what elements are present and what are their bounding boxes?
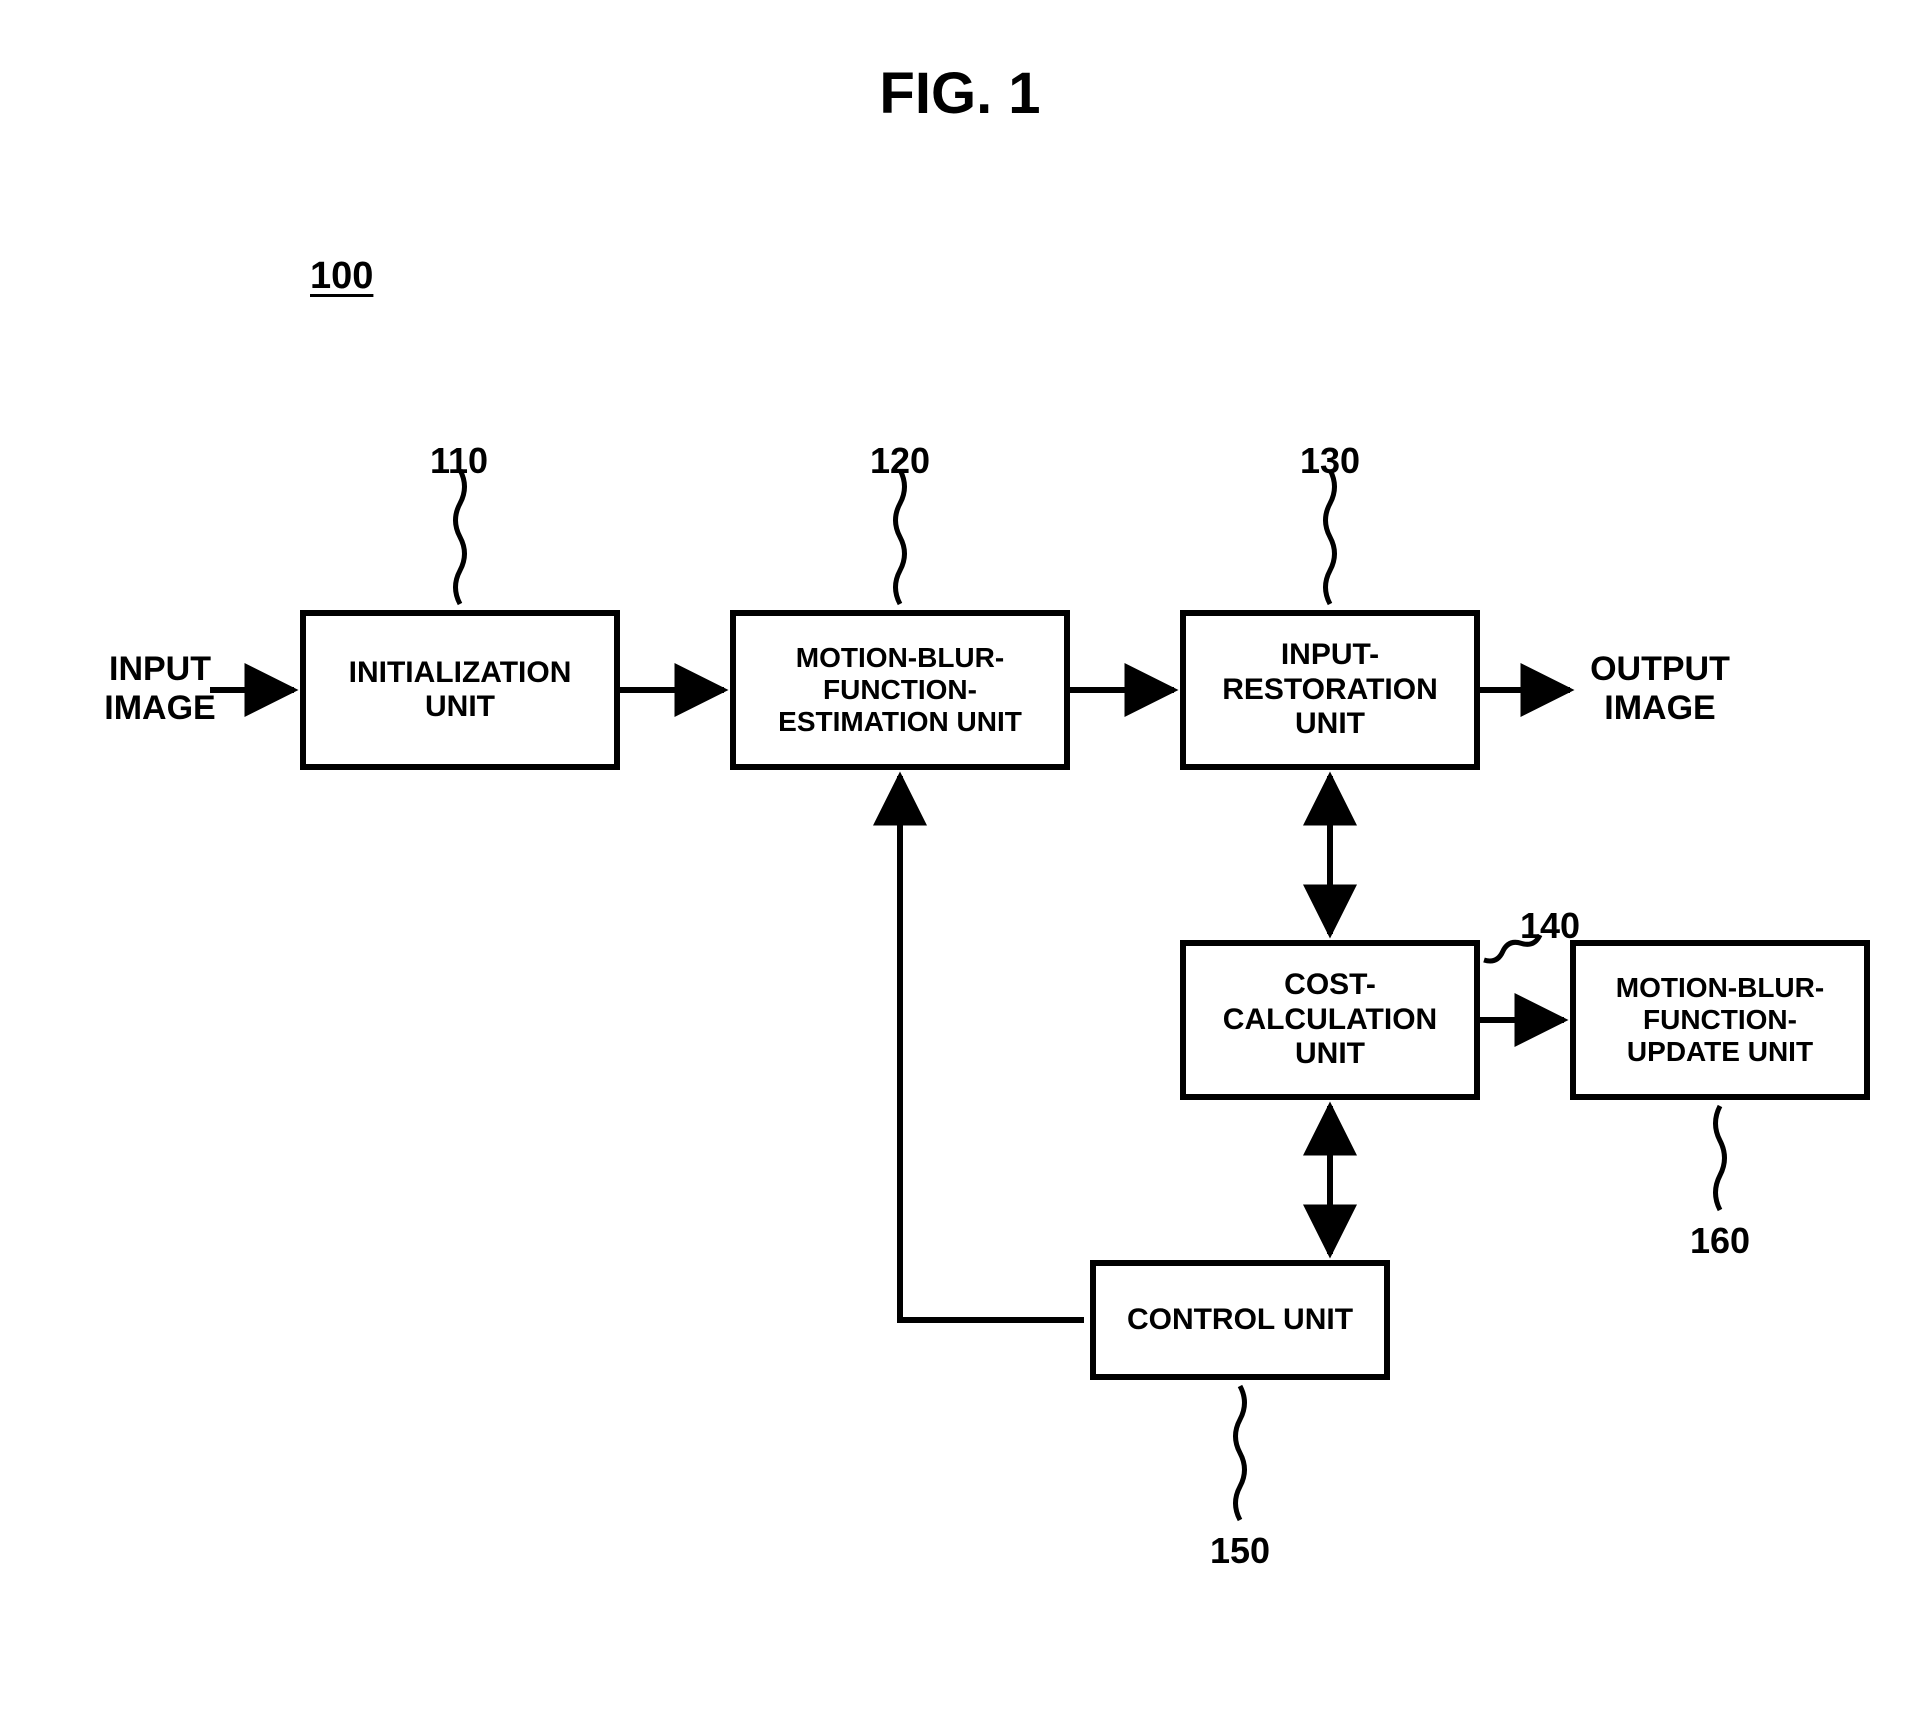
restore-line2: RESTORATION [1222,673,1438,706]
output-line1: OUTPUT [1590,650,1730,688]
input-restoration-unit-block: INPUT- RESTORATION UNIT [1180,610,1480,770]
cost-line3: UNIT [1295,1037,1365,1070]
figure-page: FIG. 1 100 110 120 130 140 150 160 INPUT… [0,0,1926,1728]
control-line1: CONTROL UNIT [1127,1303,1353,1336]
ref-150: 150 [1210,1530,1270,1572]
output-image-label: OUTPUT IMAGE [1580,650,1740,728]
init-line2: UNIT [425,690,495,723]
mbfu-line2: FUNCTION- [1643,1004,1797,1035]
ref-160: 160 [1690,1220,1750,1262]
mbfe-line3: ESTIMATION UNIT [778,706,1022,737]
connectors-overlay [0,0,1926,1728]
init-line1: INITIALIZATION [349,656,572,689]
figure-title: FIG. 1 [830,60,1090,127]
mbfe-line2: FUNCTION- [823,674,977,705]
restore-line1: INPUT- [1281,638,1379,671]
input-line2: IMAGE [104,689,215,727]
mbfe-line1: MOTION-BLUR- [796,642,1004,673]
initialization-unit-block: INITIALIZATION UNIT [300,610,620,770]
ref-120: 120 [870,440,930,482]
cost-calculation-unit-block: COST- CALCULATION UNIT [1180,940,1480,1100]
motion-blur-function-update-unit-block: MOTION-BLUR- FUNCTION- UPDATE UNIT [1570,940,1870,1100]
cost-line1: COST- [1284,968,1376,1001]
cost-line2: CALCULATION [1223,1003,1437,1036]
system-id-label: 100 [310,255,373,298]
restore-line3: UNIT [1295,707,1365,740]
input-image-label: INPUT IMAGE [100,650,220,728]
mbfu-line1: MOTION-BLUR- [1616,972,1824,1003]
output-line2: IMAGE [1604,689,1715,727]
control-unit-block: CONTROL UNIT [1090,1260,1390,1380]
ref-110: 110 [430,440,488,482]
mbfu-line3: UPDATE UNIT [1627,1036,1813,1067]
motion-blur-function-estimation-unit-block: MOTION-BLUR- FUNCTION- ESTIMATION UNIT [730,610,1070,770]
ref-130: 130 [1300,440,1360,482]
input-line1: INPUT [109,650,211,688]
